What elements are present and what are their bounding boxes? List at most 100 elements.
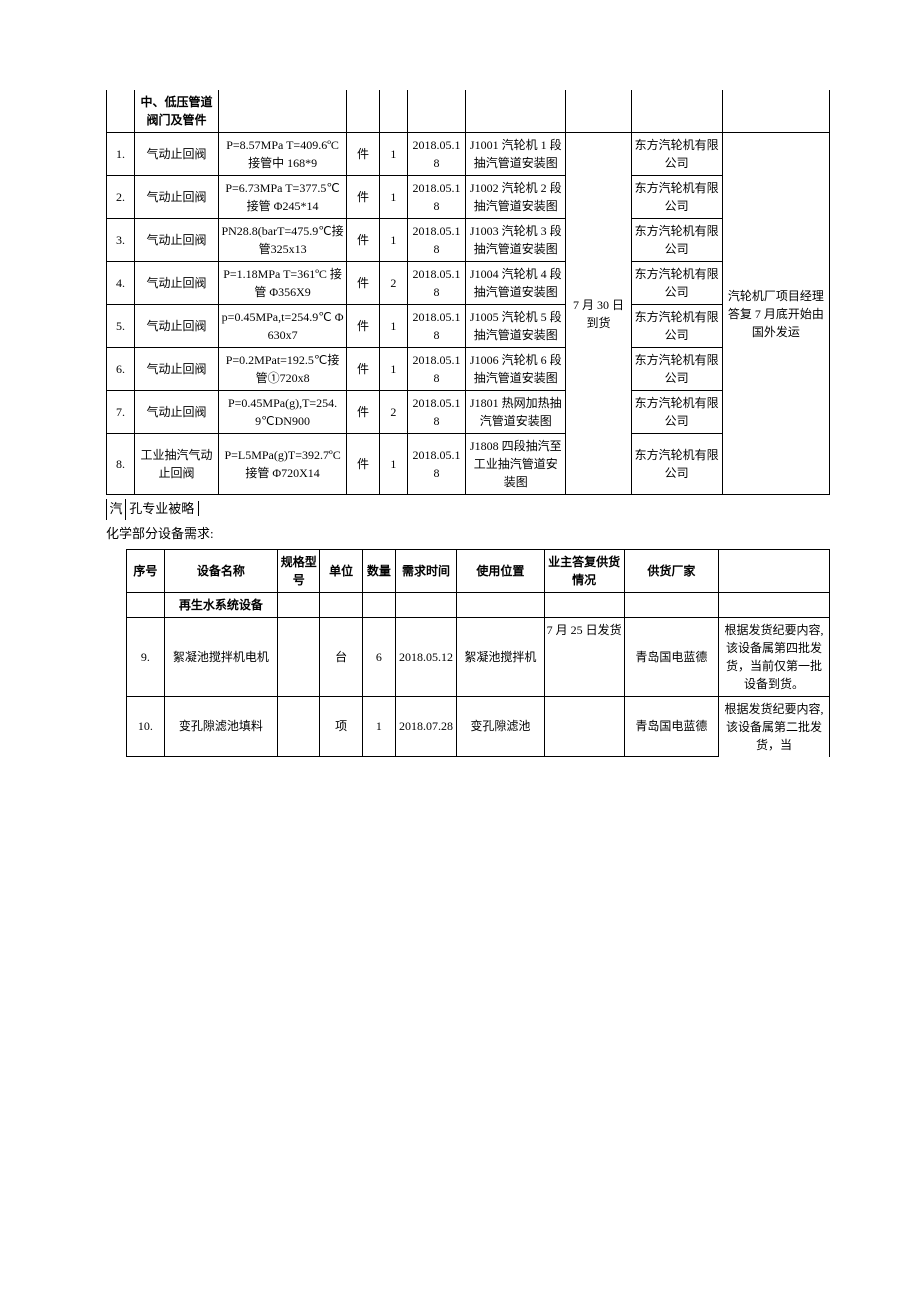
cell-spec: P=L5MPa(g)T=392.7ºC 接管 Φ720X14 (218, 434, 346, 495)
cell-unit: 件 (347, 434, 380, 495)
cell-blank (379, 90, 407, 133)
cell-blank (107, 90, 135, 133)
cell-idx: 10. (127, 696, 165, 757)
col-unit: 单位 (320, 549, 362, 592)
cell-idx: 8. (107, 434, 135, 495)
cell-name: 气动止回阀 (134, 305, 218, 348)
cell-idx: 5. (107, 305, 135, 348)
cell-qty: 1 (379, 176, 407, 219)
cell-blank (566, 90, 631, 133)
cell-blank (218, 90, 346, 133)
cell-supplier: 东方汽轮机有限公司 (631, 133, 722, 176)
cell-supplier: 东方汽轮机有限公司 (631, 305, 722, 348)
cell-idx: 3. (107, 219, 135, 262)
cell-date: 2018.07.28 (395, 696, 456, 757)
cell-blank (347, 90, 380, 133)
table-group-row: 再生水系统设备 (127, 592, 830, 617)
col-idx: 序号 (127, 549, 165, 592)
cell-idx: 2. (107, 176, 135, 219)
cell-date: 2018.05.18 (407, 305, 465, 348)
cell-spec: P=8.57MPa T=409.6ºC 接管中 168*9 (218, 133, 346, 176)
table-row: 2.气动止回阀P=6.73MPa T=377.5℃接管 Φ245*14件1201… (107, 176, 830, 219)
cell-supplier: 东方汽轮机有限公司 (631, 219, 722, 262)
cell-supplier: 东方汽轮机有限公司 (631, 434, 722, 495)
cell-qty: 1 (362, 696, 395, 757)
table-row: 10. 变孔隙滤池填料 项 1 2018.07.28 变孔隙滤池 青岛国电蓝德 … (127, 696, 830, 757)
cell-supplier: 东方汽轮机有限公司 (631, 176, 722, 219)
cell-date: 2018.05.12 (395, 617, 456, 696)
between-text-1: 汽 (106, 499, 126, 520)
cell-name: 变孔隙滤池填料 (164, 696, 277, 757)
cell-use: J1801 热网加热抽汽管道安装图 (466, 391, 566, 434)
cell-spec: PN28.8(barT=475.9℃接管325x13 (218, 219, 346, 262)
cell-date: 2018.05.18 (407, 391, 465, 434)
cell-unit: 件 (347, 348, 380, 391)
cell-unit: 项 (320, 696, 362, 757)
col-supplier: 供货厂家 (624, 549, 718, 592)
cell-blank (457, 592, 544, 617)
cell-use: J1002 汽轮机 2 段抽汽管道安装图 (466, 176, 566, 219)
cell-use: 变孔隙滤池 (457, 696, 544, 757)
table-row: 1.气动止回阀P=8.57MPa T=409.6ºC 接管中 168*9件120… (107, 133, 830, 176)
cell-supplier: 东方汽轮机有限公司 (631, 348, 722, 391)
cell-name: 絮凝池搅拌机电机 (164, 617, 277, 696)
cell-blank (277, 592, 319, 617)
cell-unit: 台 (320, 617, 362, 696)
cell-idx: 7. (107, 391, 135, 434)
section-2-label: 化学部分设备需求: (106, 524, 830, 545)
cell-name: 气动止回阀 (134, 176, 218, 219)
cell-unit: 件 (347, 305, 380, 348)
cell-qty: 2 (379, 391, 407, 434)
cell-supplier: 青岛国电蓝德 (624, 696, 718, 757)
table-row: 6.气动止回阀P=0.2MPat=192.5℃接管①720x8件12018.05… (107, 348, 830, 391)
col-use: 使用位置 (457, 549, 544, 592)
cell-qty: 1 (379, 133, 407, 176)
cell-supplier: 东方汽轮机有限公司 (631, 262, 722, 305)
cell-date: 2018.05.18 (407, 219, 465, 262)
cell-spec (277, 696, 319, 757)
cell-spec: P=0.2MPat=192.5℃接管①720x8 (218, 348, 346, 391)
cell-use: J1001 汽轮机 1 段抽汽管道安装图 (466, 133, 566, 176)
cell-name: 气动止回阀 (134, 219, 218, 262)
cell-name: 气动止回阀 (134, 348, 218, 391)
cell-note: 根据发货纪要内容,该设备属第二批发货，当 (719, 696, 830, 757)
col-owner: 业主答复供货情况 (544, 549, 624, 592)
cell-blank (320, 592, 362, 617)
cell-date: 2018.05.18 (407, 262, 465, 305)
cell-owner (544, 696, 624, 757)
cell-use: 絮凝池搅拌机 (457, 617, 544, 696)
cell-qty: 2 (379, 262, 407, 305)
col-spec: 规格型号 (277, 549, 319, 592)
cell-qty: 1 (379, 305, 407, 348)
cell-note-merged: 汽轮机厂项目经理答复 7 月底开始由国外发运 (722, 133, 829, 495)
table-row: 7.气动止回阀P=0.45MPa(g),T=254.9℃DN900件22018.… (107, 391, 830, 434)
cell-date: 2018.05.18 (407, 434, 465, 495)
cell-qty: 1 (379, 434, 407, 495)
col-note (719, 549, 830, 592)
cell-blank (127, 592, 165, 617)
cell-name: 气动止回阀 (134, 133, 218, 176)
cell-supplier: 青岛国电蓝德 (624, 617, 718, 696)
cell-use: J1003 汽轮机 3 段抽汽管道安装图 (466, 219, 566, 262)
cell-unit: 件 (347, 133, 380, 176)
cell-name: 工业抽汽气动止回阀 (134, 434, 218, 495)
cell-blank (631, 90, 722, 133)
cell-blank (466, 90, 566, 133)
cell-blank (719, 592, 830, 617)
cell-idx: 4. (107, 262, 135, 305)
between-text-2: 孔专业被略 (129, 501, 199, 516)
cell-use: J1004 汽轮机 4 段抽汽管道安装图 (466, 262, 566, 305)
cell-blank (395, 592, 456, 617)
cell-blank (407, 90, 465, 133)
cell-spec: p=0.45MPa,t=254.9℃ Φ630x7 (218, 305, 346, 348)
cell-name: 气动止回阀 (134, 391, 218, 434)
cell-date: 2018.05.18 (407, 176, 465, 219)
cell-idx: 6. (107, 348, 135, 391)
cell-unit: 件 (347, 219, 380, 262)
table-row: 8.工业抽汽气动止回阀P=L5MPa(g)T=392.7ºC 接管 Φ720X1… (107, 434, 830, 495)
cell-date: 2018.05.18 (407, 348, 465, 391)
cell-unit: 件 (347, 262, 380, 305)
cell-blank (544, 592, 624, 617)
valve-parts-table: 中、低压管道阀门及管件 1.气动止回阀P=8.57MPa T=409.6ºC 接… (106, 90, 830, 495)
cell-use: J1005 汽轮机 5 段抽汽管道安装图 (466, 305, 566, 348)
